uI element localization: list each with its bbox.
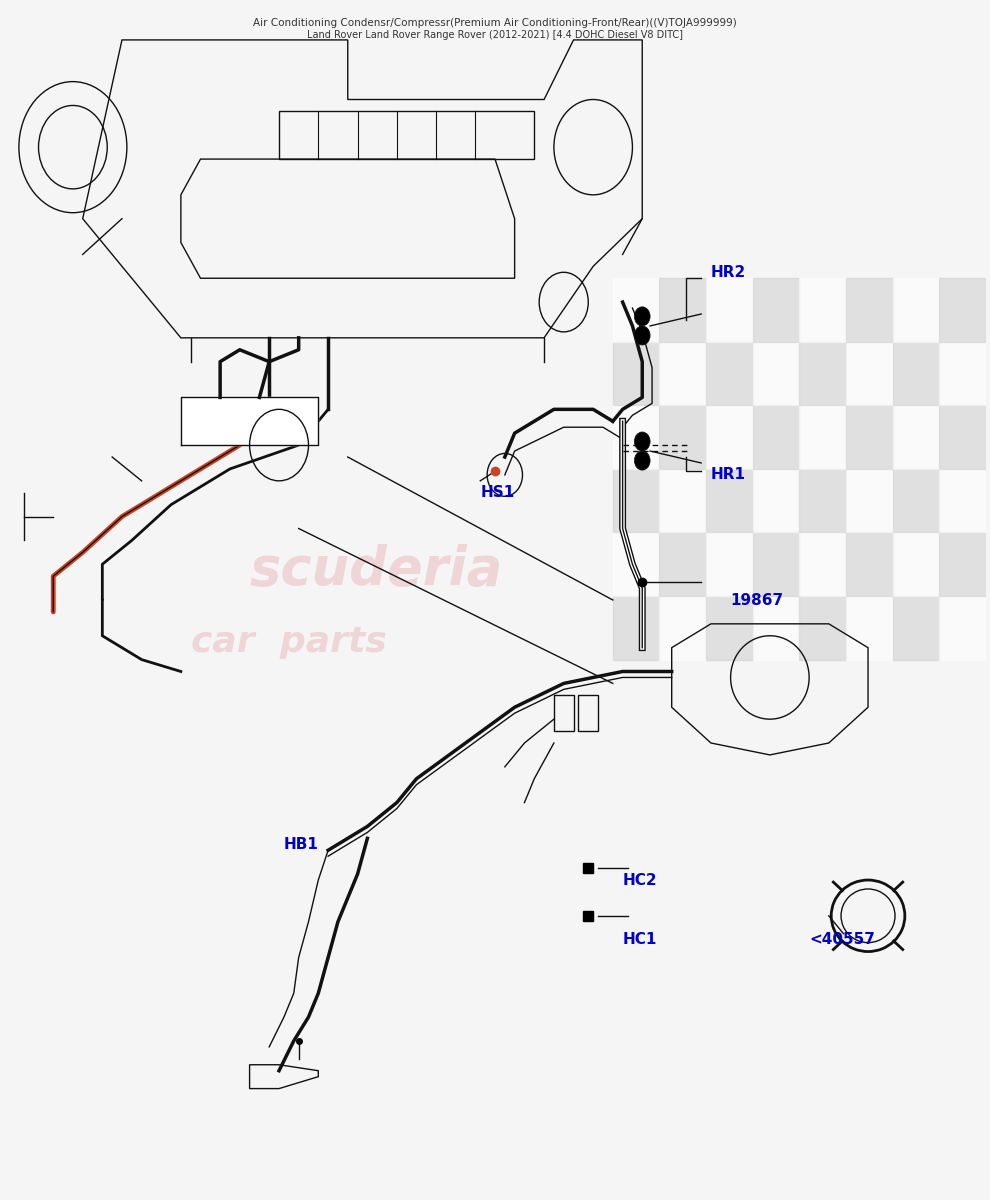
Bar [845, 596, 893, 660]
Bar [893, 469, 940, 533]
Bar [706, 469, 752, 533]
Bar [659, 278, 706, 342]
Bar [613, 278, 659, 342]
Bar [752, 596, 799, 660]
Bar [613, 406, 659, 469]
Bar [799, 533, 845, 596]
Polygon shape [181, 397, 319, 445]
Bar [659, 342, 706, 406]
Bar [752, 406, 799, 469]
Bar [706, 278, 752, 342]
Bar [893, 596, 940, 660]
Bar [799, 469, 845, 533]
Bar [845, 278, 893, 342]
Bar [893, 342, 940, 406]
Bar [752, 342, 799, 406]
Bar [940, 596, 986, 660]
Bar [893, 278, 940, 342]
Bar [845, 406, 893, 469]
Bar [613, 342, 659, 406]
Bar [893, 406, 940, 469]
Text: Land Rover Land Rover Range Rover (2012-2021) [4.4 DOHC Diesel V8 DITC]: Land Rover Land Rover Range Rover (2012-… [307, 30, 683, 40]
Bar [578, 695, 598, 731]
Text: <40557: <40557 [809, 932, 875, 947]
Bar [799, 278, 845, 342]
Text: HC1: HC1 [623, 932, 657, 947]
Text: HB1: HB1 [284, 836, 319, 852]
Bar [940, 342, 986, 406]
Text: Air Conditioning Condensr/Compressr(Premium Air Conditioning-Front/Rear)((V)TOJA: Air Conditioning Condensr/Compressr(Prem… [253, 18, 737, 28]
Bar [845, 469, 893, 533]
Bar [706, 596, 752, 660]
Bar [940, 278, 986, 342]
Bar [659, 469, 706, 533]
Circle shape [635, 307, 650, 326]
Bar [706, 406, 752, 469]
Bar [752, 469, 799, 533]
Text: HR2: HR2 [711, 265, 746, 280]
Circle shape [635, 326, 650, 344]
Circle shape [635, 432, 650, 451]
Bar [752, 278, 799, 342]
Text: HR1: HR1 [711, 467, 746, 482]
Bar [799, 596, 845, 660]
Bar [706, 342, 752, 406]
Bar [613, 596, 659, 660]
Bar [752, 533, 799, 596]
Bar [613, 533, 659, 596]
Bar [940, 469, 986, 533]
Text: 19867: 19867 [731, 593, 784, 607]
Bar [845, 533, 893, 596]
Bar [893, 533, 940, 596]
Bar [799, 342, 845, 406]
Circle shape [635, 451, 650, 470]
Bar [613, 469, 659, 533]
Text: car  parts: car parts [191, 625, 386, 659]
Bar [659, 596, 706, 660]
Text: HC2: HC2 [623, 872, 657, 888]
Bar [659, 406, 706, 469]
Bar [940, 533, 986, 596]
Bar [940, 406, 986, 469]
Bar [706, 533, 752, 596]
Text: scuderia: scuderia [249, 545, 503, 596]
Bar [845, 342, 893, 406]
Bar [799, 406, 845, 469]
Bar [553, 695, 573, 731]
Text: HS1: HS1 [480, 485, 515, 500]
Bar [659, 533, 706, 596]
